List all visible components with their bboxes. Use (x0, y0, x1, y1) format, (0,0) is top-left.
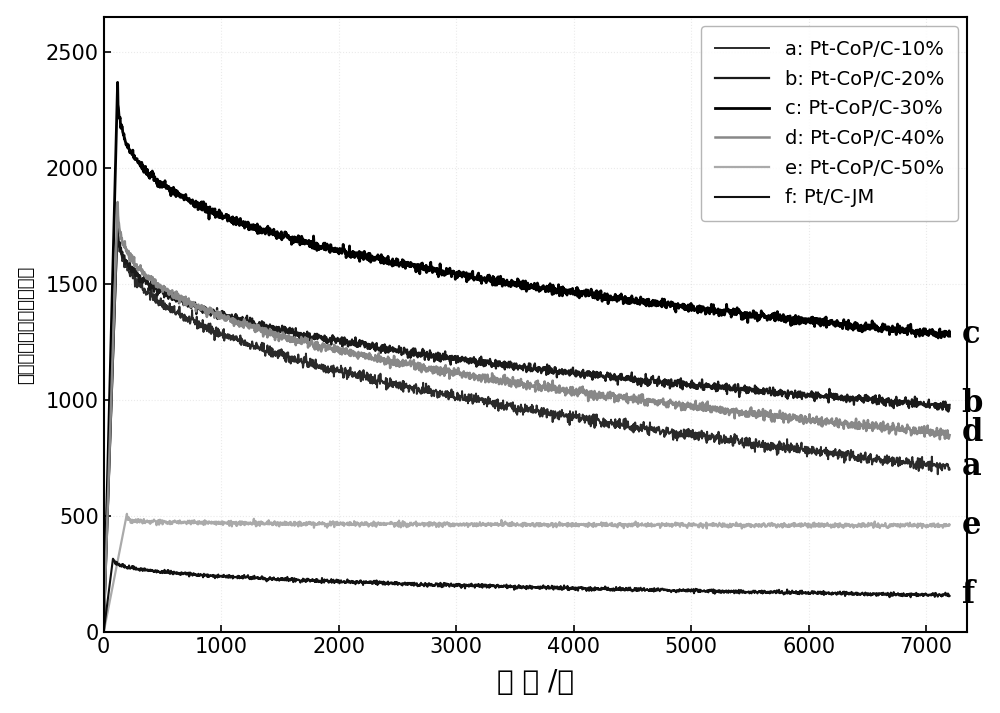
b: Pt-CoP/C-20%: (7.2e+03, 979): Pt-CoP/C-20%: (7.2e+03, 979) (944, 401, 956, 409)
Y-axis label: 电流密度（毫安／毫克）: 电流密度（毫安／毫克） (17, 265, 35, 384)
Text: a: a (961, 451, 981, 482)
d: Pt-CoP/C-40%: (119, 1.85e+03): Pt-CoP/C-40%: (119, 1.85e+03) (112, 198, 124, 206)
Line: d: Pt-CoP/C-40%: d: Pt-CoP/C-40% (104, 202, 950, 632)
c: Pt-CoP/C-30%: (7.2e+03, 1.27e+03): Pt-CoP/C-30%: (7.2e+03, 1.27e+03) (944, 332, 956, 340)
a: Pt-CoP/C-10%: (3.31e+03, 997): Pt-CoP/C-10%: (3.31e+03, 997) (487, 396, 499, 405)
f: Pt/C-JM: (3.5e+03, 188): Pt/C-JM: (3.5e+03, 188) (509, 584, 521, 593)
d: Pt-CoP/C-40%: (0, 0): Pt-CoP/C-40%: (0, 0) (98, 628, 110, 637)
a: Pt-CoP/C-10%: (0, 0): Pt-CoP/C-10%: (0, 0) (98, 628, 110, 637)
Text: c: c (961, 319, 980, 351)
f: Pt/C-JM: (5.67e+03, 177): Pt/C-JM: (5.67e+03, 177) (764, 587, 776, 595)
d: Pt-CoP/C-40%: (3.31e+03, 1.1e+03): Pt-CoP/C-40%: (3.31e+03, 1.1e+03) (487, 371, 499, 380)
Text: f: f (961, 579, 974, 610)
b: Pt-CoP/C-20%: (5.67e+03, 1.04e+03): Pt-CoP/C-20%: (5.67e+03, 1.04e+03) (764, 387, 776, 396)
b: Pt-CoP/C-20%: (371, 1.52e+03): Pt-CoP/C-20%: (371, 1.52e+03) (141, 276, 153, 284)
Line: c: Pt-CoP/C-30%: c: Pt-CoP/C-30% (104, 83, 950, 632)
a: Pt-CoP/C-10%: (6.99e+03, 717): Pt-CoP/C-10%: (6.99e+03, 717) (919, 461, 931, 470)
Text: e: e (961, 510, 981, 540)
e: Pt-CoP/C-50%: (6.99e+03, 456): Pt-CoP/C-50%: (6.99e+03, 456) (919, 522, 931, 530)
f: Pt/C-JM: (6.99e+03, 168): Pt/C-JM: (6.99e+03, 168) (919, 589, 931, 597)
e: Pt-CoP/C-50%: (198, 510): Pt-CoP/C-50%: (198, 510) (121, 510, 133, 518)
b: Pt-CoP/C-20%: (3.5e+03, 1.14e+03): Pt-CoP/C-20%: (3.5e+03, 1.14e+03) (509, 364, 521, 373)
d: Pt-CoP/C-40%: (7.2e+03, 849): Pt-CoP/C-40%: (7.2e+03, 849) (944, 431, 956, 439)
Line: f: Pt/C-JM: f: Pt/C-JM (104, 559, 950, 632)
d: Pt-CoP/C-40%: (3.5e+03, 1.07e+03): Pt-CoP/C-40%: (3.5e+03, 1.07e+03) (509, 379, 521, 387)
c: Pt-CoP/C-30%: (3.31e+03, 1.53e+03): Pt-CoP/C-30%: (3.31e+03, 1.53e+03) (487, 272, 499, 281)
e: Pt-CoP/C-50%: (371, 482): Pt-CoP/C-50%: (371, 482) (141, 516, 153, 525)
f: Pt/C-JM: (0, 0): Pt/C-JM: (0, 0) (98, 628, 110, 637)
a: Pt-CoP/C-10%: (371, 1.46e+03): Pt-CoP/C-10%: (371, 1.46e+03) (141, 290, 153, 299)
c: Pt-CoP/C-30%: (6.99e+03, 1.31e+03): Pt-CoP/C-30%: (6.99e+03, 1.31e+03) (919, 324, 931, 333)
f: Pt/C-JM: (6.99e+03, 164): Pt/C-JM: (6.99e+03, 164) (919, 590, 931, 598)
Text: b: b (961, 388, 983, 419)
f: Pt/C-JM: (3.31e+03, 198): Pt/C-JM: (3.31e+03, 198) (487, 582, 499, 590)
f: Pt/C-JM: (7.2e+03, 157): Pt/C-JM: (7.2e+03, 157) (944, 592, 956, 600)
d: Pt-CoP/C-40%: (5.67e+03, 929): Pt-CoP/C-40%: (5.67e+03, 929) (764, 412, 776, 421)
e: Pt-CoP/C-50%: (0, 0): Pt-CoP/C-50%: (0, 0) (98, 628, 110, 637)
b: Pt-CoP/C-20%: (0, 0): Pt-CoP/C-20%: (0, 0) (98, 628, 110, 637)
X-axis label: 时 间 /秒: 时 间 /秒 (497, 668, 574, 697)
e: Pt-CoP/C-50%: (5.67e+03, 457): Pt-CoP/C-50%: (5.67e+03, 457) (764, 522, 776, 530)
e: Pt-CoP/C-50%: (6.99e+03, 461): Pt-CoP/C-50%: (6.99e+03, 461) (919, 521, 931, 530)
d: Pt-CoP/C-40%: (6.99e+03, 862): Pt-CoP/C-40%: (6.99e+03, 862) (919, 428, 931, 436)
e: Pt-CoP/C-50%: (3.5e+03, 462): Pt-CoP/C-50%: (3.5e+03, 462) (509, 520, 521, 529)
a: Pt-CoP/C-10%: (6.99e+03, 725): Pt-CoP/C-10%: (6.99e+03, 725) (919, 460, 931, 468)
Line: e: Pt-CoP/C-50%: e: Pt-CoP/C-50% (104, 514, 950, 632)
Line: a: Pt-CoP/C-10%: a: Pt-CoP/C-10% (104, 227, 950, 632)
c: Pt-CoP/C-30%: (119, 2.37e+03): Pt-CoP/C-30%: (119, 2.37e+03) (112, 78, 124, 87)
f: Pt/C-JM: (79.2, 317): Pt/C-JM: (79.2, 317) (107, 555, 119, 563)
c: Pt-CoP/C-30%: (3.5e+03, 1.51e+03): Pt-CoP/C-30%: (3.5e+03, 1.51e+03) (509, 278, 521, 287)
c: Pt-CoP/C-30%: (6.99e+03, 1.29e+03): Pt-CoP/C-30%: (6.99e+03, 1.29e+03) (919, 329, 931, 338)
Legend: a: Pt-CoP/C-10%, b: Pt-CoP/C-20%, c: Pt-CoP/C-30%, d: Pt-CoP/C-40%, e: Pt-CoP/C-: a: Pt-CoP/C-10%, b: Pt-CoP/C-20%, c: Pt-… (701, 26, 958, 221)
a: Pt-CoP/C-10%: (5.67e+03, 802): Pt-CoP/C-10%: (5.67e+03, 802) (764, 442, 776, 451)
a: Pt-CoP/C-10%: (119, 1.74e+03): Pt-CoP/C-10%: (119, 1.74e+03) (112, 223, 124, 232)
b: Pt-CoP/C-20%: (6.99e+03, 973): Pt-CoP/C-20%: (6.99e+03, 973) (919, 402, 931, 411)
a: Pt-CoP/C-10%: (3.5e+03, 959): Pt-CoP/C-10%: (3.5e+03, 959) (509, 405, 521, 414)
c: Pt-CoP/C-30%: (371, 1.99e+03): Pt-CoP/C-30%: (371, 1.99e+03) (141, 165, 153, 173)
d: Pt-CoP/C-40%: (371, 1.53e+03): Pt-CoP/C-40%: (371, 1.53e+03) (141, 272, 153, 280)
c: Pt-CoP/C-30%: (5.67e+03, 1.36e+03): Pt-CoP/C-30%: (5.67e+03, 1.36e+03) (764, 312, 776, 320)
e: Pt-CoP/C-50%: (3.31e+03, 468): Pt-CoP/C-50%: (3.31e+03, 468) (487, 520, 499, 528)
b: Pt-CoP/C-20%: (119, 1.76e+03): Pt-CoP/C-20%: (119, 1.76e+03) (112, 218, 124, 227)
b: Pt-CoP/C-20%: (3.31e+03, 1.16e+03): Pt-CoP/C-20%: (3.31e+03, 1.16e+03) (487, 359, 499, 367)
Line: b: Pt-CoP/C-20%: b: Pt-CoP/C-20% (104, 222, 950, 632)
Text: d: d (961, 417, 983, 448)
d: Pt-CoP/C-40%: (6.99e+03, 874): Pt-CoP/C-40%: (6.99e+03, 874) (919, 425, 931, 434)
b: Pt-CoP/C-20%: (6.99e+03, 983): Pt-CoP/C-20%: (6.99e+03, 983) (919, 400, 931, 409)
f: Pt/C-JM: (371, 270): Pt/C-JM: (371, 270) (141, 565, 153, 574)
a: Pt-CoP/C-10%: (7.2e+03, 701): Pt-CoP/C-10%: (7.2e+03, 701) (944, 465, 956, 473)
c: Pt-CoP/C-30%: (0, 0): Pt-CoP/C-30%: (0, 0) (98, 628, 110, 637)
e: Pt-CoP/C-50%: (7.2e+03, 464): Pt-CoP/C-50%: (7.2e+03, 464) (944, 520, 956, 529)
